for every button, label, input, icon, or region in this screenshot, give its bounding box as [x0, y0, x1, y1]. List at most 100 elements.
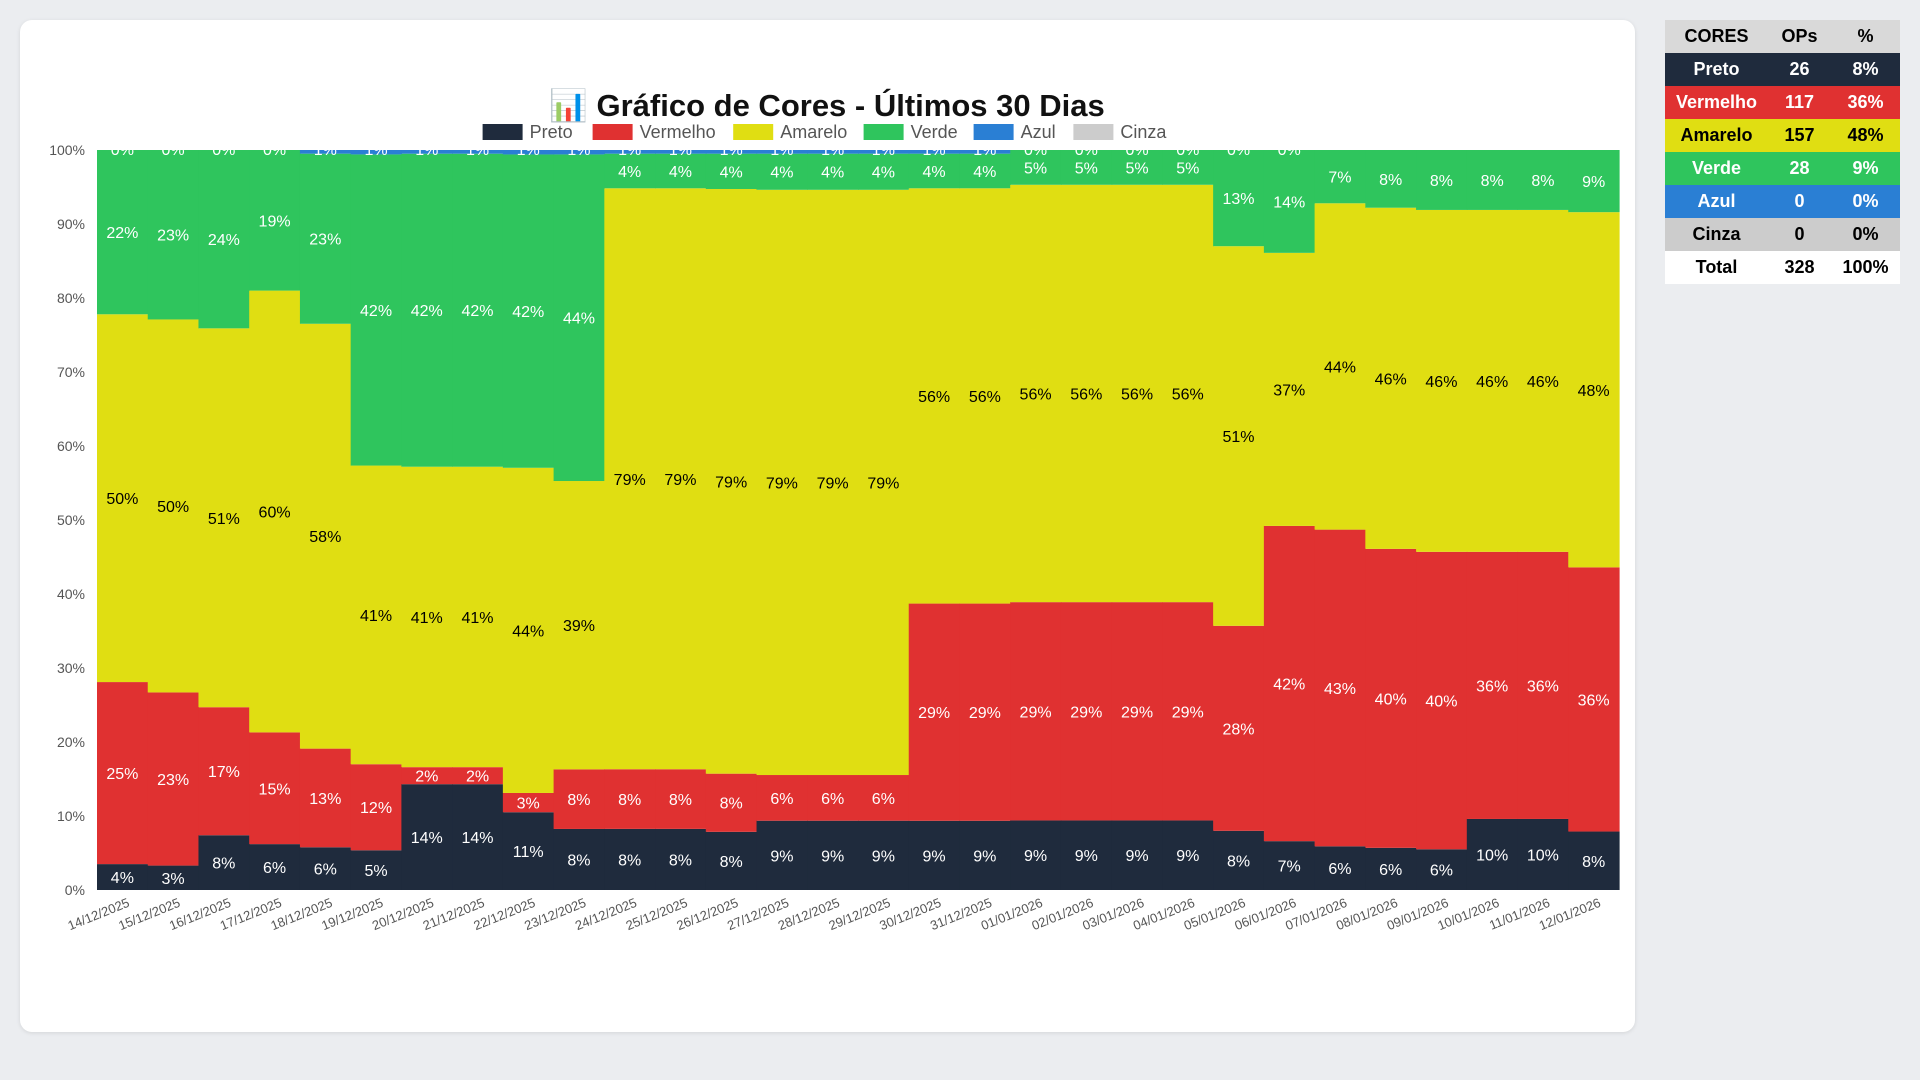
data-label-azul: 1%	[466, 142, 489, 159]
data-label-azul: 1%	[770, 142, 793, 159]
bar-segment-vermelho	[1213, 625, 1265, 831]
bar-segment-amarelo	[1568, 212, 1620, 568]
data-label-azul: 0%	[162, 142, 185, 159]
data-label-vermelho: 29%	[918, 705, 950, 722]
data-label-amarelo: 50%	[157, 499, 189, 516]
y-tick-label: 50%	[57, 512, 85, 528]
data-label-amarelo: 79%	[664, 472, 696, 489]
bar-segment-vermelho	[249, 732, 301, 845]
bar-segment-preto	[1263, 841, 1316, 890]
data-label-vermelho: 29%	[969, 705, 1001, 722]
data-label-azul: 1%	[872, 142, 895, 159]
summary-cell-color: Amarelo	[1680, 125, 1753, 145]
data-label-vermelho: 36%	[1476, 678, 1508, 695]
bar-segment-preto	[1568, 831, 1620, 890]
data-label-vermelho: 2%	[466, 769, 489, 786]
legend-label-amarelo: Amarelo	[780, 122, 847, 142]
bar-segment-preto	[756, 820, 808, 890]
data-label-preto: 6%	[314, 862, 337, 879]
legend-swatch-verde	[863, 124, 904, 140]
y-tick-label: 80%	[57, 290, 85, 306]
bar-segment-verde	[1060, 150, 1113, 185]
bar-segment-verde	[97, 150, 149, 315]
data-label-verde: 4%	[720, 164, 743, 181]
bar-segment-vermelho	[756, 775, 808, 821]
data-label-preto: 9%	[770, 848, 793, 865]
y-tick-label: 70%	[57, 364, 85, 380]
bar-segment-vermelho	[959, 603, 1011, 821]
bar-segment-amarelo	[553, 481, 605, 770]
bar-segment-preto	[1060, 820, 1113, 890]
bar-segment-vermelho	[655, 769, 707, 829]
data-label-verde: 13%	[1222, 191, 1254, 208]
data-label-verde: 8%	[1481, 173, 1504, 190]
data-label-preto: 4%	[111, 870, 134, 887]
bar-segment-preto	[1314, 846, 1366, 890]
data-label-verde: 4%	[770, 165, 793, 182]
header-pct: %	[1831, 20, 1900, 53]
data-label-amarelo: 51%	[1222, 429, 1254, 446]
bar-segment-verde	[1111, 150, 1163, 185]
bar-segment-azul	[350, 150, 402, 155]
data-label-amarelo: 56%	[1020, 386, 1052, 403]
legend-label-vermelho: Vermelho	[640, 122, 716, 142]
data-label-verde: 4%	[821, 165, 844, 182]
bar-segment-verde	[1314, 150, 1366, 204]
legend-swatch-preto	[482, 124, 523, 140]
data-label-amarelo: 41%	[461, 610, 493, 627]
data-label-preto: 7%	[1278, 859, 1301, 876]
legend-label-cinza: Cinza	[1120, 122, 1167, 142]
bar-segment-amarelo	[604, 188, 656, 770]
data-label-vermelho: 29%	[1070, 704, 1102, 721]
legend-swatch-vermelho	[592, 124, 633, 140]
data-label-vermelho: 42%	[1273, 677, 1305, 694]
data-label-amarelo: 41%	[360, 608, 392, 625]
summary-cell-ops: 328	[1784, 257, 1815, 277]
y-tick-label: 0%	[65, 882, 85, 898]
bar-segment-verde	[147, 150, 200, 320]
bar-segment-azul	[705, 150, 758, 154]
data-label-verde: 5%	[1176, 160, 1199, 177]
bar-segment-amarelo	[147, 319, 200, 693]
data-label-vermelho: 28%	[1222, 721, 1254, 738]
summary-row-vermelho: Vermelho 117 36%	[1665, 86, 1900, 119]
x-axis: 14/12/202515/12/202516/12/202517/12/2025…	[66, 895, 1603, 933]
bar-segment-amarelo	[1365, 207, 1417, 549]
bar-segment-verde	[299, 153, 352, 324]
bar-segment-amarelo	[1466, 209, 1519, 552]
bar-segment-vermelho	[1466, 551, 1519, 819]
bar-segment-preto	[1111, 820, 1163, 890]
bar-segment-preto	[655, 828, 707, 890]
data-label-preto: 6%	[1430, 863, 1453, 880]
bar-segment-amarelo	[655, 188, 707, 770]
summary-row-amarelo: Amarelo 157 48%	[1665, 119, 1900, 152]
data-label-amarelo: 46%	[1527, 374, 1559, 391]
bar-segment-verde	[452, 153, 504, 467]
bar-segment-vermelho	[97, 682, 149, 865]
data-label-azul: 1%	[923, 142, 946, 159]
data-label-azul: 1%	[821, 142, 844, 159]
bar-segment-preto	[1162, 820, 1214, 890]
summary-cell-pct: 48%	[1847, 125, 1884, 145]
bar-segment-amarelo	[1416, 209, 1468, 552]
bar-segment-vermelho	[1010, 602, 1062, 821]
bar-segment-verde	[1517, 150, 1569, 210]
bar-segment-verde	[1010, 150, 1062, 185]
y-tick-label: 60%	[57, 438, 85, 454]
data-label-amarelo: 79%	[715, 474, 747, 491]
data-label-azul: 1%	[567, 142, 590, 159]
bar-segment-azul	[604, 150, 656, 154]
bar-segment-verde	[705, 153, 758, 190]
bar-segment-amarelo	[1162, 184, 1214, 603]
data-label-verde: 9%	[1582, 174, 1605, 191]
bar-segment-amarelo	[1111, 184, 1163, 603]
summary-cell-color: Cinza	[1692, 224, 1741, 244]
data-label-verde: 23%	[157, 228, 189, 245]
bar-segment-preto	[705, 831, 758, 890]
data-label-vermelho: 6%	[770, 791, 793, 808]
y-tick-label: 20%	[57, 734, 85, 750]
data-label-verde: 5%	[1075, 160, 1098, 177]
legend-label-verde: Verde	[911, 122, 958, 142]
bar-segment-amarelo	[756, 189, 808, 776]
y-tick-label: 100%	[49, 142, 85, 158]
